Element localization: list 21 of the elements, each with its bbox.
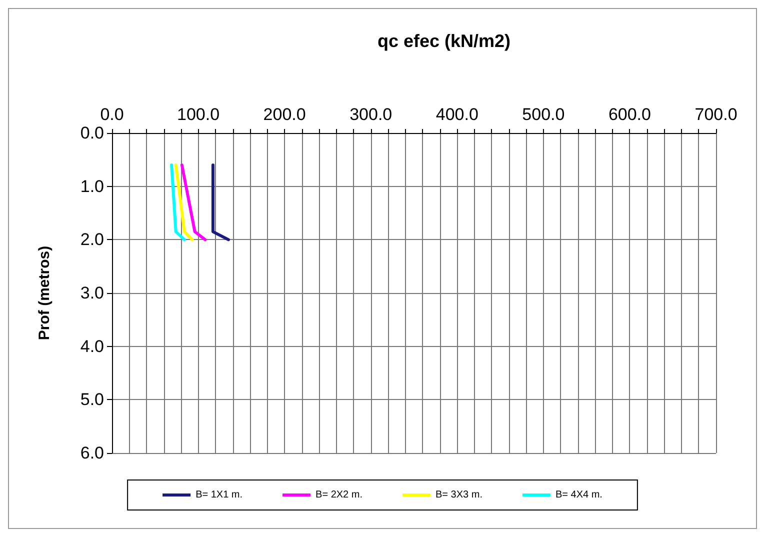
x-tick-label: 100.0 xyxy=(177,105,220,124)
x-tick-label: 600.0 xyxy=(608,105,651,124)
legend-label: B= 4X4 m. xyxy=(555,490,602,500)
y-tick-label: 2.0 xyxy=(80,230,104,250)
x-tick-label: 200.0 xyxy=(263,105,306,124)
y-tick-label: 3.0 xyxy=(80,284,104,302)
y-tick-label: 5.0 xyxy=(80,390,104,410)
y-tick-label: 1.0 xyxy=(80,176,104,196)
legend-label: B= 1X1 m. xyxy=(196,490,243,500)
y-tick-label: 4.0 xyxy=(80,336,104,356)
x-tick-label: 300.0 xyxy=(350,105,392,124)
x-tick-label: 700.0 xyxy=(694,105,738,124)
y-tick-label: 6.0 xyxy=(80,444,104,462)
y-tick-label: 0.0 xyxy=(80,124,104,142)
x-tick-label: 0.0 xyxy=(100,105,124,124)
x-axis-title: qc efec (kN/m2) xyxy=(377,31,511,51)
y-axis-title: Prof (metros) xyxy=(36,246,53,340)
x-tick-label: 400.0 xyxy=(436,105,478,124)
legend-label: B= 2X2 m. xyxy=(316,490,362,500)
legend-label: B= 3X3 m. xyxy=(436,490,482,500)
x-tick-label: 500.0 xyxy=(522,105,565,124)
